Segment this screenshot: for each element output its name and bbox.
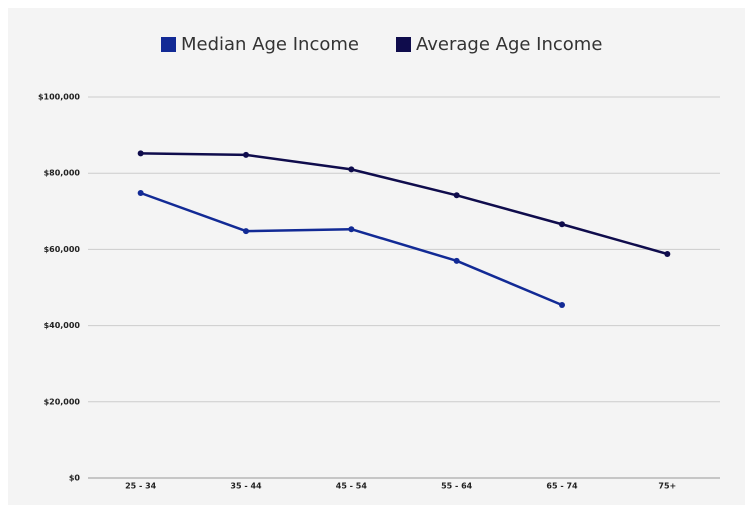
data-point [243,228,249,235]
data-point [453,257,460,264]
data-point [137,190,144,197]
data-point [243,151,249,158]
x-tick-label: 45 - 54 [336,482,368,491]
chart-background [8,8,745,505]
data-point [348,226,355,233]
y-tick-label: $100,000 [38,93,80,102]
y-tick-label: $20,000 [44,397,81,406]
x-tick-label: 65 - 74 [546,482,578,491]
y-tick-label: $40,000 [44,321,81,330]
x-tick-label: 35 - 44 [230,482,262,491]
legend-swatch [161,37,176,52]
y-tick-label: $0 [69,474,81,483]
data-point [559,302,565,309]
x-tick-label: 75+ [658,482,676,491]
x-tick-label: 25 - 34 [125,482,157,491]
legend-label: Average Age Income [416,34,602,55]
data-point [137,150,144,157]
legend-label: Median Age Income [181,34,359,55]
x-tick-label: 55 - 64 [441,482,473,491]
data-point [664,250,671,257]
data-point [559,221,565,228]
data-point [348,166,355,173]
y-tick-label: $60,000 [44,245,81,254]
series-line [140,152,668,256]
y-tick-label: $80,000 [44,169,81,178]
legend-swatch [396,37,411,52]
data-point [453,192,460,199]
